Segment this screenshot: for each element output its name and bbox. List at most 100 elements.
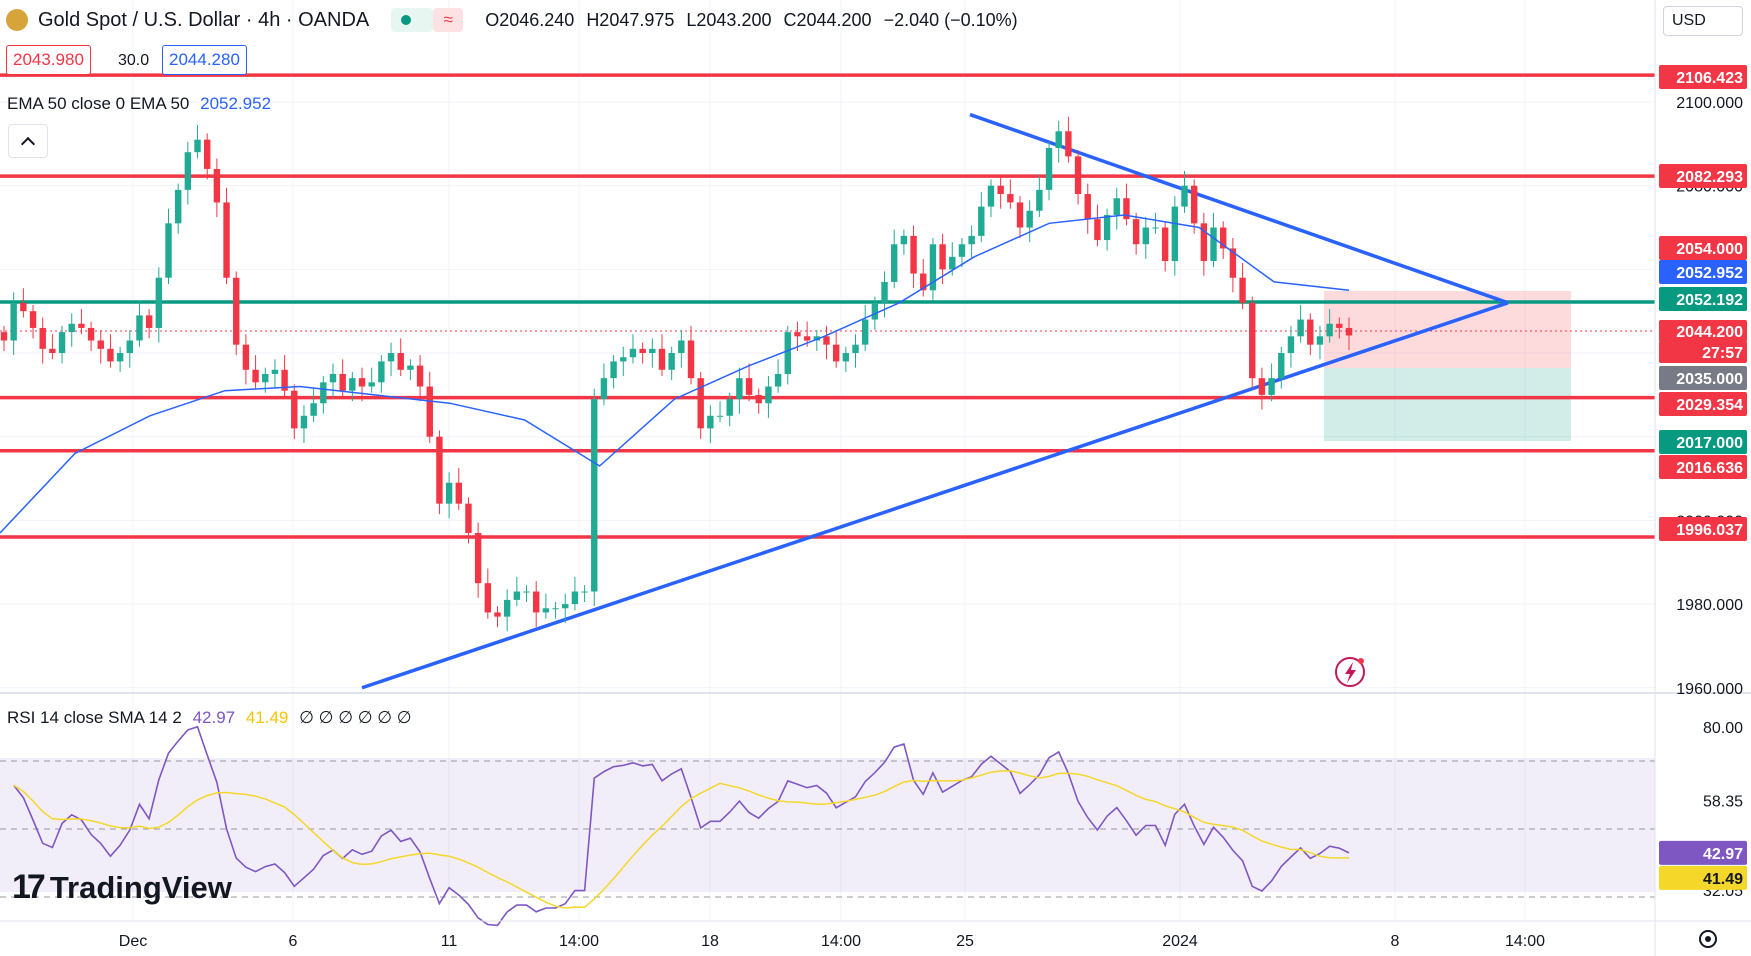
price-tag-label: 2082.293 [1676, 169, 1743, 186]
rsi-sma-line [13, 770, 1350, 909]
time-tick-label: 11 [441, 933, 458, 950]
time-tick-label: 14:00 [1505, 933, 1545, 950]
candle-body [1268, 378, 1275, 395]
candle-body [668, 353, 675, 370]
candle-body [262, 373, 269, 383]
candle-body [107, 348, 114, 362]
price-tags: 2106.423 2082.293 2054.000 2052.952 2052.192… [1659, 65, 1747, 541]
currency-button[interactable]: USD [1663, 6, 1743, 36]
buy-price-button[interactable]: 2044.280 [162, 45, 247, 75]
candle-body [610, 361, 617, 379]
candles [0, 116, 1353, 632]
price-tag-label: 27:57 [1702, 345, 1743, 362]
candle-body [687, 340, 695, 379]
time-tick-label: 25 [956, 933, 974, 950]
approx-icon[interactable]: ≈ [433, 8, 464, 32]
sell-price-button[interactable]: 2043.980 [6, 45, 91, 75]
collapse-legend-button[interactable] [8, 124, 48, 158]
tradingview-logo[interactable]: 17 TradingView [12, 868, 232, 907]
candle-body [436, 436, 443, 504]
candle-body [78, 323, 85, 328]
candle-body [1045, 148, 1053, 190]
candle-body [339, 373, 346, 391]
candle-body [445, 482, 453, 504]
candle-body [184, 152, 192, 190]
time-tick-label: 18 [701, 933, 719, 950]
candle-body [900, 235, 908, 245]
ema-legend[interactable]: EMA 50 close 0 EMA 50 2052.952 [7, 94, 271, 114]
rsi-band [0, 758, 1655, 892]
candle-body [929, 244, 937, 291]
candle-body [542, 608, 550, 613]
candle-body [639, 348, 646, 354]
tradingview-logo-text: TradingView [49, 869, 232, 905]
symbol-title[interactable]: Gold Spot / U.S. Dollar · 4h · OANDA [38, 8, 370, 31]
candle-body [87, 327, 95, 341]
rsi-legend-value: 42.97 [192, 708, 236, 727]
lightning-icon[interactable] [1335, 657, 1365, 687]
candle-body [1200, 223, 1208, 261]
price-tag-bg [1659, 287, 1747, 311]
candle-body [600, 378, 608, 400]
candle-body [1181, 185, 1188, 207]
candle-body [155, 277, 163, 328]
candle-body [465, 503, 472, 533]
price-tag-label: 2029.354 [1676, 397, 1743, 414]
candle-body [349, 378, 356, 391]
price-tag-bg [1659, 320, 1747, 342]
candle-body [978, 206, 985, 236]
candle-body [1297, 319, 1304, 337]
ohlc-open: O2046.240 [485, 9, 575, 30]
candle-body [145, 315, 153, 328]
candle-body [562, 604, 569, 609]
candle-body [397, 353, 404, 370]
lower-trendline[interactable] [361, 301, 1509, 690]
candle-body [1065, 131, 1072, 157]
ema-legend-value: 2052.952 [200, 94, 272, 113]
candle-body [233, 277, 240, 345]
candle-body [1210, 227, 1217, 261]
price-tag-bg [1659, 430, 1747, 454]
candle-body [407, 365, 414, 370]
candle-body [852, 344, 859, 354]
price-tag-label: 2052.192 [1676, 292, 1743, 309]
candle-body [1307, 319, 1314, 345]
rsi-line [13, 725, 1350, 927]
candle-body [552, 608, 559, 610]
candle-body [939, 244, 946, 270]
time-tick-label: 8 [1391, 933, 1400, 950]
candle-body [513, 591, 521, 600]
candle-body [1229, 248, 1237, 278]
candle-body [1036, 189, 1043, 211]
grid-lines [0, 0, 1655, 921]
time-axis[interactable]: Dec 6 11 14:00 18 14:00 25 2024 8 14:00 [119, 933, 1545, 950]
price-tag-bg [1659, 366, 1747, 390]
price-tag-bg [1659, 455, 1747, 479]
candle-body [1336, 323, 1343, 328]
candle-body [755, 394, 762, 404]
ema50-line [0, 214, 1350, 534]
candle-body [58, 332, 66, 354]
currency-label: USD [1672, 12, 1706, 29]
rsi-sma-tag-bg [1659, 865, 1747, 890]
ema-legend-label: EMA 50 close 0 EMA 50 [7, 94, 190, 113]
candle-body [726, 399, 733, 416]
candle-body [68, 323, 75, 333]
rsi-value-tag-bg [1659, 840, 1747, 865]
candle-body [784, 332, 791, 374]
candle-body [126, 340, 133, 354]
price-tag-bg [1659, 341, 1747, 363]
position-target-zone [1324, 368, 1571, 441]
price-tag-label: 2106.423 [1676, 70, 1743, 87]
candle-body [1026, 210, 1033, 228]
candle-body [39, 327, 46, 349]
market-open-dot-icon[interactable] [391, 8, 434, 32]
rsi-legend[interactable]: RSI 14 close SMA 14 2 42.97 41.49 ∅ ∅ ∅ … [7, 708, 412, 728]
settings-gear-icon[interactable] [1699, 930, 1717, 948]
candle-body [484, 583, 492, 613]
candle-body [378, 361, 385, 383]
candle-body [813, 336, 821, 341]
upper-trendline[interactable] [969, 112, 1509, 305]
